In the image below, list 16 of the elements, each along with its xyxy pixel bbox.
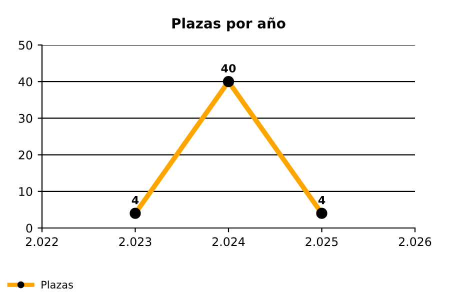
y-tick-label: 20 [18,150,32,160]
x-tick-label: 2.024 [212,237,245,246]
y-tick-label: 40 [18,77,32,86]
data-label: 4 [132,196,139,204]
y-tick-label: 50 [18,40,32,50]
y-tick-label: 0 [26,224,32,233]
y-tick-label: 10 [19,187,32,196]
x-tick-label: 2.025 [306,237,338,246]
x-tick-label: 2.026 [398,237,432,246]
chart-title: Plazas por año [172,18,286,32]
data-label: 40 [221,64,236,73]
x-tick-label: 2.022 [26,237,58,246]
y-tick-label: 30 [18,114,32,123]
data-label: 4 [318,196,326,204]
x-tick-label: 2.023 [119,237,152,246]
legend-label: Plazas [42,280,73,289]
